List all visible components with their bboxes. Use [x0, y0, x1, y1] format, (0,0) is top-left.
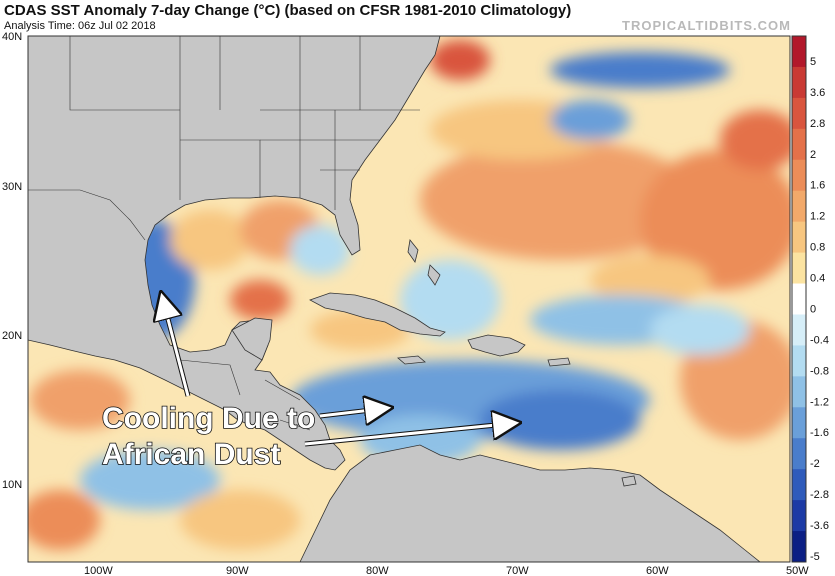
colorbar-label: -2: [810, 458, 820, 470]
colorbar-swatch: [792, 252, 806, 285]
colorbar-label: -5: [810, 551, 820, 563]
colorbar-label: -0.8: [810, 365, 829, 377]
colorbar-swatch: [792, 283, 806, 315]
colorbar-swatch: [792, 438, 806, 470]
colorbar-swatch: [792, 36, 806, 68]
lat-label: 10N: [2, 479, 22, 491]
colorbar-swatch: [792, 376, 806, 408]
colorbar-label: 0: [810, 303, 816, 315]
land-masses: [28, 36, 761, 562]
lon-label: 70W: [506, 565, 529, 576]
map-frame: [27, 35, 791, 563]
lon-label: 60W: [646, 565, 669, 576]
colorbar-label: -3.6: [810, 520, 829, 532]
colorbar-swatch: [792, 407, 806, 439]
lon-label: 90W: [226, 565, 249, 576]
colorbar-label: 1.2: [810, 211, 825, 223]
colorbar-label: -0.4: [810, 334, 829, 346]
colorbar-swatch: [792, 221, 806, 254]
colorbar-label: 3.6: [810, 87, 825, 99]
colorbar-swatch: [792, 97, 806, 130]
colorbar-label: 0.4: [810, 273, 825, 285]
latitude-labels: 40N 30N 20N 10N: [2, 31, 22, 491]
colorbar-frame: [791, 35, 807, 563]
colorbar-swatch: [792, 159, 806, 192]
brand-watermark: TROPICALTIDBITS.COM: [622, 18, 791, 33]
longitude-labels: 100W 90W 80W 70W 60W 50W: [84, 565, 809, 576]
colorbar-label: 2.8: [810, 118, 825, 130]
colorbar-label: 5: [810, 56, 816, 68]
colorbar-swatch: [792, 345, 806, 377]
colorbar-label: 2: [810, 149, 816, 161]
colorbar-label: 0.8: [810, 242, 825, 254]
colorbar-label: -1.2: [810, 396, 829, 408]
lon-label: 50W: [786, 565, 809, 576]
colorbar-label: -2.8: [810, 489, 829, 501]
anomaly-field: [28, 36, 790, 562]
lon-label: 100W: [84, 565, 113, 576]
colorbar-swatch: [792, 66, 806, 99]
lat-label: 40N: [2, 31, 22, 43]
lat-label: 20N: [2, 330, 22, 342]
colorbar-swatch: [792, 190, 806, 223]
colorbar: 5 3.6 2.8 2 1.6 1.2 0.8 0.4 0 -0.4 -0.8 -1.2 -1.6 -2 -…: [791, 35, 829, 563]
colorbar-swatch: [792, 314, 806, 346]
lat-label: 30N: [2, 181, 22, 193]
annotation-line-2: African Dust: [102, 438, 280, 471]
political-borders: [28, 36, 420, 431]
annotation-arrows: [162, 296, 516, 447]
colorbar-swatch: [792, 469, 806, 501]
annotation-line-1: Cooling Due to: [102, 402, 315, 435]
colorbar-swatch: [792, 531, 806, 563]
lon-label: 80W: [366, 565, 389, 576]
map-title: CDAS SST Anomaly 7-day Change (°C) (base…: [4, 2, 572, 19]
analysis-time: Analysis Time: 06z Jul 02 2018: [4, 20, 156, 32]
colorbar-label: -1.6: [810, 427, 829, 439]
colorbar-swatch: [792, 500, 806, 532]
colorbar-swatch: [792, 128, 806, 161]
colorbar-label: 1.6: [810, 180, 825, 192]
